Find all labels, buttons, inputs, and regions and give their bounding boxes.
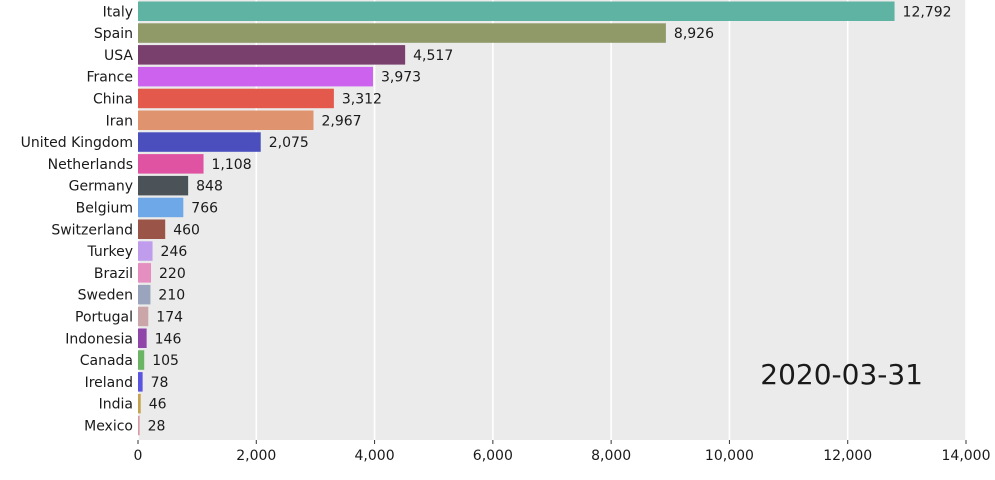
category-label-15: Indonesia <box>65 331 133 347</box>
bar-16 <box>138 350 145 370</box>
value-label-11: 246 <box>161 244 188 260</box>
bar-3 <box>138 66 373 87</box>
value-label-13: 210 <box>158 288 185 304</box>
bar-19 <box>138 415 140 436</box>
bar-15 <box>138 328 147 348</box>
value-label-19: 28 <box>148 418 166 434</box>
category-label-18: India <box>99 397 133 413</box>
tick-label-2: 4,000 <box>355 448 395 464</box>
tick-label-6: 12,000 <box>823 448 872 464</box>
category-label-6: United Kingdom <box>21 135 133 151</box>
value-label-1: 8,926 <box>674 26 714 42</box>
value-label-17: 78 <box>151 375 169 391</box>
category-label-13: Sweden <box>78 288 133 304</box>
bar-10 <box>138 219 166 239</box>
value-label-18: 46 <box>149 397 167 413</box>
category-label-3: France <box>86 70 133 86</box>
value-label-6: 2,075 <box>269 135 309 151</box>
category-label-10: Switzerland <box>51 222 133 238</box>
value-label-7: 1,108 <box>212 157 252 173</box>
bar-6 <box>138 132 261 152</box>
value-labels: 12,792 8,926 4,517 3,973 3,312 2,967 2,075 1,10… <box>148 4 952 434</box>
value-label-12: 220 <box>159 266 186 282</box>
tick-label-3: 6,000 <box>473 448 513 464</box>
category-label-7: Netherlands <box>48 157 133 173</box>
tick-label-0: 0 <box>134 448 143 464</box>
value-label-10: 460 <box>173 222 200 238</box>
x-axis-ticks: 0 2,000 4,000 6,000 8,000 10,000 12,000 14,000 <box>134 440 991 464</box>
value-label-4: 3,312 <box>342 91 382 107</box>
date-annotation: 2020-03-31 <box>760 358 923 391</box>
bar-14 <box>138 306 149 327</box>
tick-label-5: 10,000 <box>705 448 754 464</box>
category-label-0: Italy <box>103 4 133 20</box>
bar-1 <box>138 23 666 43</box>
bar-2 <box>138 45 406 65</box>
value-label-15: 146 <box>155 331 182 347</box>
bar-4 <box>138 88 334 109</box>
bar-5 <box>138 110 314 130</box>
tick-label-7: 14,000 <box>942 448 991 464</box>
value-label-3: 3,973 <box>381 70 421 86</box>
category-label-5: Iran <box>106 113 133 129</box>
bar-17 <box>138 372 143 392</box>
category-label-8: Germany <box>69 179 133 195</box>
bar-0 <box>138 1 895 21</box>
category-label-4: China <box>93 91 133 107</box>
value-label-14: 174 <box>156 309 183 325</box>
category-labels: Italy Spain USA France China Iran United Kingd… <box>21 4 134 434</box>
bar-11 <box>138 241 153 261</box>
tick-label-1: 2,000 <box>236 448 276 464</box>
bar-13 <box>138 284 151 305</box>
category-label-9: Belgium <box>76 200 133 216</box>
value-label-0: 12,792 <box>903 4 952 20</box>
value-label-8: 848 <box>196 179 223 195</box>
tick-label-4: 8,000 <box>591 448 631 464</box>
bar-18 <box>138 393 141 414</box>
value-label-9: 766 <box>191 200 218 216</box>
category-label-19: Mexico <box>84 418 133 434</box>
bar-12 <box>138 263 152 283</box>
bar-7 <box>138 154 204 174</box>
category-label-17: Ireland <box>85 375 133 391</box>
category-label-12: Brazil <box>94 266 133 282</box>
category-label-14: Portugal <box>75 309 133 325</box>
category-label-2: USA <box>104 48 133 64</box>
category-label-1: Spain <box>94 26 133 42</box>
category-label-16: Canada <box>80 353 133 369</box>
bar-9 <box>138 197 184 218</box>
value-label-5: 2,967 <box>321 113 361 129</box>
value-label-16: 105 <box>152 353 179 369</box>
value-label-2: 4,517 <box>413 48 453 64</box>
bar-8 <box>138 175 189 196</box>
bars <box>138 1 895 436</box>
category-label-11: Turkey <box>86 244 133 260</box>
